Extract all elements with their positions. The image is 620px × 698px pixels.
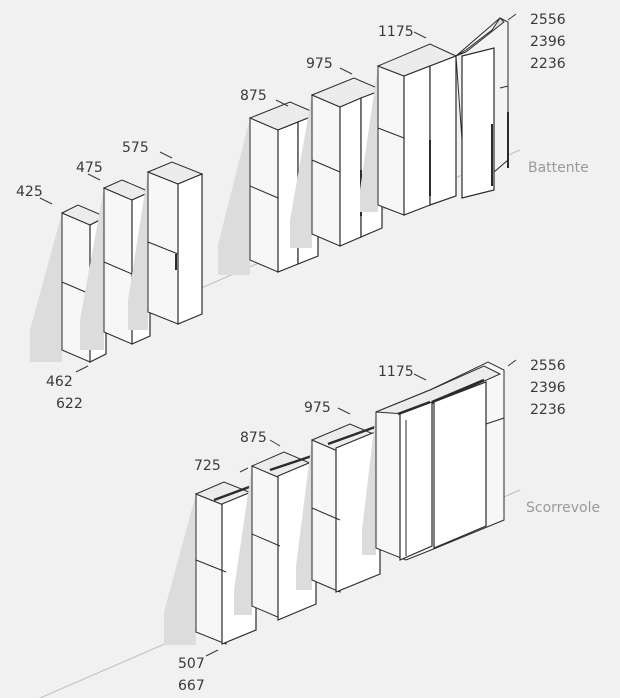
scorrevole-height-label-2556: 2556 xyxy=(530,358,566,374)
cabinet-scorrevole-1175 xyxy=(362,361,505,561)
battente-width-label-975: 975 xyxy=(306,56,333,72)
battente-depth-label-622: 622 xyxy=(56,396,83,412)
battente-height-label-2396: 2396 xyxy=(530,34,566,50)
scorrevole-height-label-2236: 2236 xyxy=(530,402,566,418)
scorrevole-width-label-725: 725 xyxy=(194,458,221,474)
scorrevole-width-label-975: 975 xyxy=(304,400,331,416)
battente-width-label-875: 875 xyxy=(240,88,267,104)
battente-height-label-2236: 2236 xyxy=(530,56,566,72)
scorrevole-width-label-875: 875 xyxy=(240,430,267,446)
cabinet-battente-575 xyxy=(128,161,204,330)
cabinet-scorrevole-975 xyxy=(296,423,381,593)
battente-caption: Battente xyxy=(528,160,589,176)
battente-group: 425 475 575 875 975 1175 2556 2396 2236 … xyxy=(16,12,589,412)
scorrevole-group: 725 875 975 1175 2556 2396 2236 507 667 … xyxy=(164,358,600,694)
scorrevole-caption: Scorrevole xyxy=(526,500,600,516)
cabinet-battente-1175 xyxy=(360,17,509,216)
battente-depth-label-462: 462 xyxy=(46,374,73,390)
scorrevole-depth-label-667: 667 xyxy=(178,678,205,694)
scorrevole-depth-label-507: 507 xyxy=(178,656,205,672)
scorrevole-width-label-1175: 1175 xyxy=(378,364,414,380)
cabinet-battente-875 xyxy=(218,101,320,275)
battente-width-label-475: 475 xyxy=(76,160,103,176)
scorrevole-height-label-2396: 2396 xyxy=(530,380,566,396)
battente-width-label-1175: 1175 xyxy=(378,24,414,40)
battente-height-label-2556: 2556 xyxy=(530,12,566,28)
battente-width-label-575: 575 xyxy=(122,140,149,156)
battente-width-label-425: 425 xyxy=(16,184,43,200)
